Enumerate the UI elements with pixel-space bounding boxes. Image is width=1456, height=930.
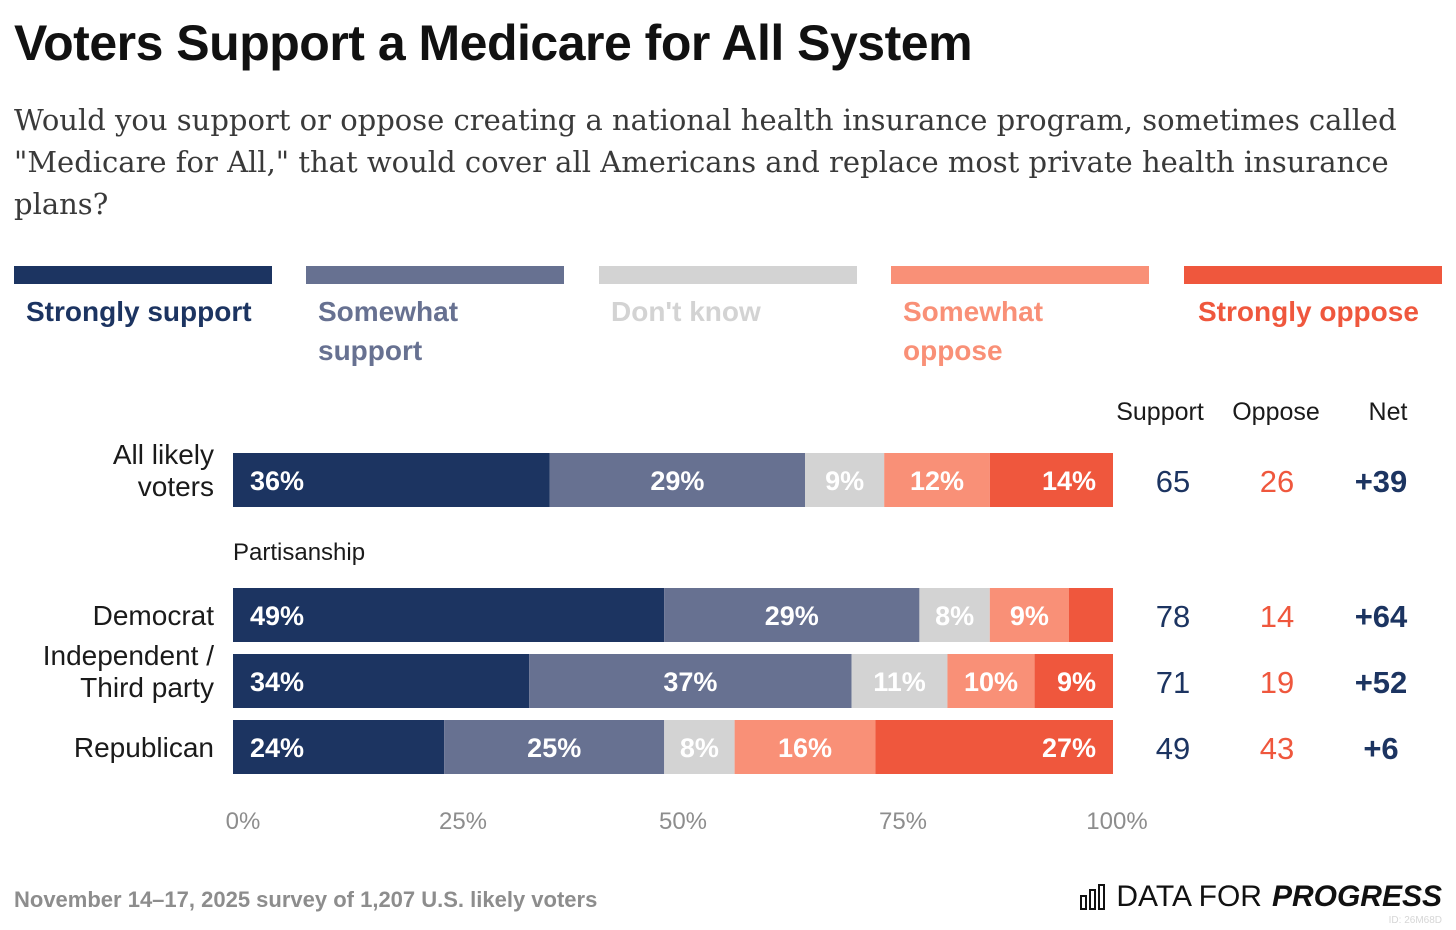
row-label: voters xyxy=(138,471,214,502)
bar-chart-icon xyxy=(1080,884,1106,910)
bar-segment xyxy=(664,588,920,642)
bar-segment xyxy=(233,588,665,642)
legend-label: Somewhat support xyxy=(318,296,459,366)
bar-data-label: 10% xyxy=(964,667,1018,697)
axis-tick-50: 50% xyxy=(658,808,708,835)
chart-title: Voters Support a Medicare for All System xyxy=(14,15,973,71)
bar-segment xyxy=(1034,654,1113,708)
legend-item: Strongly oppose xyxy=(1184,266,1442,331)
bar-data-label: 36% xyxy=(250,466,304,496)
support-value: 71 xyxy=(1156,665,1190,700)
bar-data-label: 24% xyxy=(250,733,304,763)
support-column-header: Support xyxy=(1116,398,1204,426)
axis-tick-0: 0% xyxy=(225,808,261,835)
oppose-value: 26 xyxy=(1260,464,1294,499)
bar-segment xyxy=(989,453,1113,507)
bar-data-label: 34% xyxy=(250,667,304,697)
oppose-value: 43 xyxy=(1260,731,1294,766)
legend-swatch xyxy=(891,266,1149,284)
support-value: 65 xyxy=(1156,464,1190,499)
legend-label: Strongly oppose xyxy=(1198,296,1419,327)
bar-segment xyxy=(664,720,735,774)
bar-segment xyxy=(734,720,876,774)
bar-segment xyxy=(851,654,948,708)
legend-label: Don't know xyxy=(611,296,761,327)
brand-prefix: DATA FOR xyxy=(1116,880,1262,913)
bar-data-label: 9% xyxy=(1057,667,1096,697)
oppose-value: 14 xyxy=(1260,599,1294,634)
oppose-column-header: Oppose xyxy=(1232,398,1320,426)
support-value: 78 xyxy=(1156,599,1190,634)
bar-segment xyxy=(805,453,885,507)
legend-item: Don't know xyxy=(599,266,857,331)
bar-data-label: 11% xyxy=(873,667,926,697)
legend-item: Strongly support xyxy=(14,266,272,331)
bar-segment xyxy=(875,720,1113,774)
net-column-header: Net xyxy=(1368,398,1408,426)
bar-segment xyxy=(444,720,665,774)
legend-item: Somewhat support xyxy=(306,266,564,370)
row-label: Independent / xyxy=(43,640,214,671)
axis-tick-100: 100% xyxy=(1086,808,1148,835)
bar-data-label: 37% xyxy=(663,667,717,697)
bar-data-label: 9% xyxy=(825,466,864,496)
net-value: +52 xyxy=(1355,665,1408,700)
net-value: +64 xyxy=(1355,599,1408,634)
bar-segment xyxy=(233,654,530,708)
bar-data-label: 25% xyxy=(527,733,581,763)
legend-label: Somewhat oppose xyxy=(903,296,1044,366)
legend-label: Strongly support xyxy=(26,296,252,327)
row-label: Third party xyxy=(80,672,214,703)
group-label: Partisanship xyxy=(233,539,365,566)
bar-segment xyxy=(989,588,1069,642)
net-value: +39 xyxy=(1355,464,1408,499)
row-label: Republican xyxy=(74,732,214,763)
oppose-value: 19 xyxy=(1260,665,1294,700)
bar-data-label: 29% xyxy=(765,601,819,631)
bar-segment xyxy=(884,453,990,507)
bar-data-label: 29% xyxy=(650,466,704,496)
brand-emphasis: PROGRESS xyxy=(1271,880,1442,913)
row-label: All likely xyxy=(113,439,214,470)
row-label: Democrat xyxy=(93,600,215,631)
brand-logo: DATA FOR PROGRESS xyxy=(1080,880,1442,914)
legend-swatch xyxy=(306,266,564,284)
legend-item: Somewhat oppose xyxy=(891,266,1149,370)
bar-data-label: 27% xyxy=(1042,733,1096,763)
bar-data-label: 8% xyxy=(680,733,719,763)
bar-segment xyxy=(233,720,445,774)
chart-id: ID: 26M68D xyxy=(1388,915,1442,926)
bar-data-label: 16% xyxy=(778,733,832,763)
bar-segment xyxy=(233,453,550,507)
axis-tick-75: 75% xyxy=(878,808,928,835)
bar-data-label: 12% xyxy=(910,466,964,496)
support-value: 49 xyxy=(1156,731,1190,766)
bar-segment xyxy=(549,453,805,507)
bar-segment xyxy=(1069,588,1113,642)
legend-swatch xyxy=(14,266,272,284)
net-value: +6 xyxy=(1363,731,1398,766)
legend-swatch xyxy=(1184,266,1442,284)
bar-data-label: 9% xyxy=(1010,601,1049,631)
bar-data-label: 14% xyxy=(1042,466,1096,496)
axis-tick-25: 25% xyxy=(438,808,488,835)
survey-footnote: November 14–17, 2025 survey of 1,207 U.S… xyxy=(14,887,598,912)
bar-data-label: 8% xyxy=(935,601,974,631)
chart-subtitle: Would you support or oppose creating a n… xyxy=(14,103,1397,221)
legend-swatch xyxy=(599,266,857,284)
bar-segment xyxy=(947,654,1035,708)
bar-segment xyxy=(919,588,990,642)
bar-segment xyxy=(529,654,852,708)
bar-data-label: 49% xyxy=(250,601,304,631)
